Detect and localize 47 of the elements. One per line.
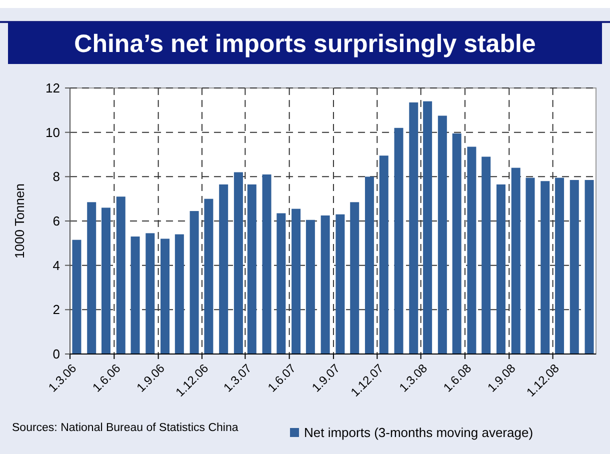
bar [364,176,374,354]
bar [496,184,506,354]
bar [116,196,126,354]
bar [234,172,243,354]
bar [190,211,199,354]
bar [306,220,315,354]
y-tick-label: 6 [52,214,60,229]
bar [540,181,550,354]
bar [160,238,170,354]
bar [87,202,96,354]
y-tick-label: 4 [52,258,60,273]
bar [570,180,579,354]
y-tick-label: 12 [46,80,60,96]
legend-label: Net imports (3-months moving average) [304,425,534,440]
bar [320,215,330,354]
bar [292,208,301,354]
bar [452,133,462,354]
bar [511,168,520,354]
bar [276,213,286,354]
bar [409,102,418,354]
y-tick-label: 2 [52,302,60,318]
bar [146,233,155,354]
y-axis-title: 1000 Tonnen [12,184,27,258]
bar [482,156,491,354]
bar [526,178,535,354]
bar [219,184,228,354]
bar [174,234,184,354]
bar [101,208,110,354]
bar [130,236,140,354]
bar [394,128,404,354]
source-note: Sources: National Bureau of Statistics China [12,422,239,434]
bar [379,156,388,354]
bar [438,116,447,354]
bar [584,180,594,354]
chart-title: China’s net imports surprisingly stable [74,30,536,58]
bar [247,184,256,354]
bar [262,174,272,354]
y-tick-label: 8 [52,169,60,184]
y-tick-label: 10 [46,124,60,140]
bar [423,101,432,354]
bar [204,198,214,354]
bar [72,240,82,354]
bar [555,178,564,354]
bar [336,214,345,354]
bar [467,146,476,354]
y-tick-label: 0 [52,346,60,362]
bar [350,202,360,354]
